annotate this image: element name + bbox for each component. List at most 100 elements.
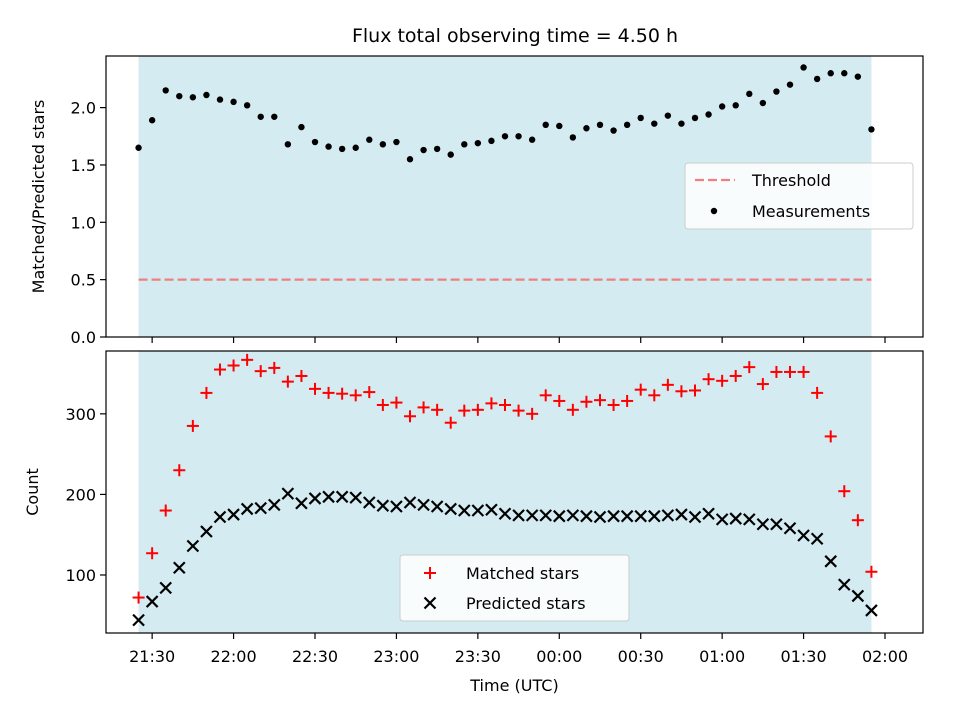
data-point <box>729 369 742 382</box>
data-point <box>607 509 620 523</box>
data-point <box>404 410 416 423</box>
data-point <box>433 145 441 153</box>
data-point-b <box>132 613 145 627</box>
data-point-b <box>729 512 742 525</box>
data-point <box>322 490 335 504</box>
x-tick-label: 01:30 <box>781 647 827 666</box>
x-tick-label: 22:00 <box>211 647 257 666</box>
data-point-b <box>756 517 770 531</box>
data-point-b <box>213 510 227 524</box>
top-panel: 0.0 0.5 1.0 1.5 2.0 Matched/Predicted stars Th… <box>29 55 924 347</box>
data-point-b <box>810 532 824 546</box>
legend-measurements-label: Measurements <box>752 202 870 221</box>
data-point-b <box>525 509 539 522</box>
data-point <box>661 378 674 391</box>
data-point-b <box>363 496 376 509</box>
data-point <box>715 513 729 526</box>
data-point <box>512 404 525 417</box>
data-point <box>284 141 292 148</box>
data-point-b <box>308 492 322 505</box>
data-point-b <box>553 509 566 523</box>
data-point-b <box>471 504 485 517</box>
data-point <box>322 386 335 399</box>
data-point-b <box>390 500 403 513</box>
data-point-b <box>254 501 267 515</box>
data-point <box>230 98 237 106</box>
data-point <box>403 496 417 509</box>
series-measurements <box>135 64 875 163</box>
data-point <box>444 416 457 429</box>
data-point-b <box>770 517 783 531</box>
data-point <box>376 398 389 411</box>
data-point-b <box>634 509 647 523</box>
data-point-b <box>145 595 159 608</box>
data-point <box>295 369 308 382</box>
data-point <box>566 403 579 416</box>
data-point <box>189 94 197 101</box>
data-point <box>145 595 159 608</box>
data-point <box>702 373 715 386</box>
data-point <box>240 502 254 516</box>
data-point-b <box>200 525 213 538</box>
data-point <box>135 144 142 151</box>
data-point <box>637 114 644 122</box>
data-point <box>593 510 607 524</box>
data-point-b <box>485 503 498 517</box>
data-point-b <box>430 500 444 513</box>
y-tick-label: 300 <box>65 405 96 424</box>
data-point <box>607 398 620 411</box>
x-tick-label: 00:00 <box>536 647 582 666</box>
data-point-b <box>240 502 254 516</box>
data-point-b <box>566 509 580 522</box>
data-point-b <box>444 502 457 516</box>
data-point <box>376 499 390 512</box>
data-point <box>499 398 511 411</box>
data-point-b <box>715 513 729 526</box>
data-point <box>216 96 224 103</box>
data-point <box>566 509 580 522</box>
data-point <box>743 361 756 374</box>
data-point <box>827 70 834 77</box>
data-point-b <box>512 509 525 522</box>
bottom-panel: 100 200 300 21:30 22:00 22:30 23:00 23:30 00:00 0… <box>23 350 924 695</box>
data-point <box>865 565 878 578</box>
data-point <box>227 359 240 372</box>
data-point <box>824 430 837 443</box>
data-point <box>868 126 875 133</box>
data-point <box>580 395 593 408</box>
data-point <box>162 87 169 94</box>
data-point <box>512 509 525 522</box>
data-point <box>132 591 145 604</box>
data-point-b <box>349 491 362 504</box>
data-point-b <box>403 496 417 509</box>
data-point <box>308 492 322 505</box>
legend-predicted-swatch-b <box>423 596 437 610</box>
data-point-b <box>661 509 675 522</box>
data-point <box>623 121 631 129</box>
data-point <box>173 464 186 477</box>
data-point <box>214 363 226 376</box>
data-point <box>271 113 278 120</box>
data-point <box>159 504 172 517</box>
data-point <box>281 487 295 500</box>
data-point <box>620 509 634 523</box>
data-point-b <box>376 499 390 512</box>
data-point <box>227 508 240 521</box>
x-axis-label: Time (UTC) <box>469 676 558 695</box>
data-point <box>186 419 199 432</box>
axes-frame <box>105 350 924 634</box>
data-point <box>338 145 346 153</box>
data-point <box>281 375 294 388</box>
data-point <box>783 521 797 535</box>
x-tick-label: 01:00 <box>699 647 745 666</box>
data-point <box>539 389 552 402</box>
data-point <box>430 500 444 513</box>
data-point <box>390 396 403 409</box>
data-point <box>528 136 536 143</box>
data-point <box>474 139 482 147</box>
data-point-b <box>417 498 430 512</box>
data-point-b <box>838 578 851 591</box>
y-tick-label: 0.5 <box>71 271 96 290</box>
data-point <box>200 386 213 399</box>
data-point-b <box>797 529 810 542</box>
